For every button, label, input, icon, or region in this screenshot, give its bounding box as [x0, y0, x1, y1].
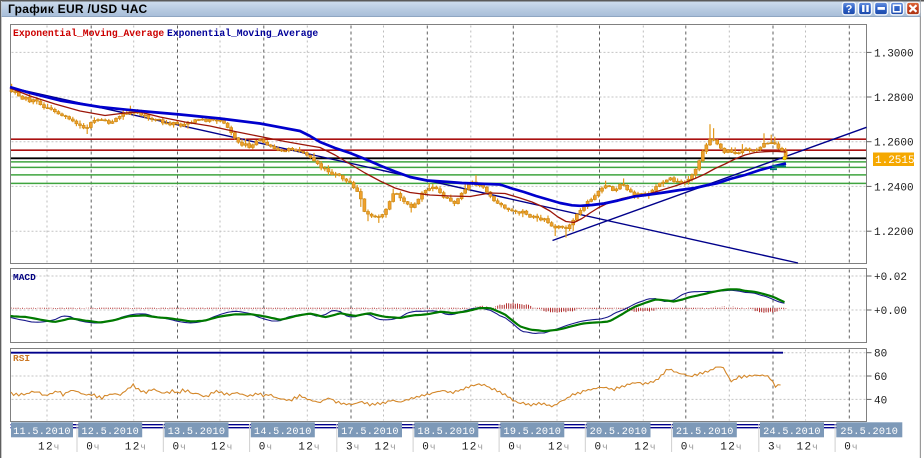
svg-text:ч: ч: [776, 442, 782, 453]
svg-text:19.5.2010: 19.5.2010: [503, 427, 561, 438]
svg-text:24.5.2010: 24.5.2010: [763, 427, 821, 438]
svg-text:ч: ч: [390, 442, 396, 453]
svg-text:ч: ч: [602, 442, 608, 453]
svg-text:14.5.2010: 14.5.2010: [254, 427, 312, 438]
svg-text:12: 12: [298, 442, 314, 454]
svg-text:0: 0: [844, 442, 852, 454]
svg-text:0: 0: [259, 442, 267, 454]
svg-text:12: 12: [548, 442, 564, 454]
svg-text:60: 60: [874, 372, 887, 384]
svg-text:3: 3: [346, 442, 354, 454]
svg-text:1.2200: 1.2200: [874, 227, 914, 239]
svg-text:Exponential_Moving_Average: Exponential_Moving_Average: [13, 28, 164, 39]
svg-text:12: 12: [125, 442, 141, 454]
svg-text:12: 12: [211, 442, 227, 454]
svg-text:ч: ч: [736, 442, 742, 453]
svg-text:0: 0: [172, 442, 180, 454]
svg-text:ч: ч: [688, 442, 694, 453]
svg-text:12: 12: [374, 442, 390, 454]
svg-text:MACD: MACD: [13, 272, 36, 283]
svg-text:0: 0: [508, 442, 516, 454]
svg-text:ч: ч: [266, 442, 272, 453]
svg-text:ч: ч: [227, 442, 233, 453]
svg-text:40: 40: [874, 395, 887, 407]
svg-text:ч: ч: [477, 442, 483, 453]
svg-text:11.5.2010: 11.5.2010: [13, 427, 71, 438]
svg-text:0: 0: [86, 442, 94, 454]
svg-text:12: 12: [462, 442, 478, 454]
svg-text:18.5.2010: 18.5.2010: [417, 427, 475, 438]
svg-text:12: 12: [720, 442, 736, 454]
svg-text:+0.00: +0.00: [874, 306, 907, 318]
svg-text:1.2800: 1.2800: [874, 93, 914, 105]
svg-text:1.3000: 1.3000: [874, 48, 914, 60]
svg-text:ч: ч: [430, 442, 436, 453]
svg-text:1.2515: 1.2515: [875, 155, 915, 167]
svg-text:+0.02: +0.02: [874, 272, 907, 284]
svg-text:0: 0: [422, 442, 430, 454]
svg-text:12: 12: [634, 442, 650, 454]
svg-text:ч: ч: [314, 442, 320, 453]
svg-text:ч: ч: [94, 442, 100, 453]
svg-text:RSI: RSI: [13, 353, 30, 364]
svg-text:0: 0: [681, 442, 689, 454]
svg-text:ч: ч: [650, 442, 656, 453]
svg-text:20.5.2010: 20.5.2010: [590, 427, 648, 438]
svg-text:25.5.2010: 25.5.2010: [840, 427, 898, 438]
svg-text:0: 0: [594, 442, 602, 454]
svg-text:График EUR /USD ЧАС: График EUR /USD ЧАС: [8, 2, 147, 16]
svg-text:ч: ч: [140, 442, 146, 453]
svg-text:ч: ч: [852, 442, 858, 453]
svg-text:3: 3: [768, 442, 776, 454]
svg-text:17.5.2010: 17.5.2010: [341, 427, 399, 438]
svg-text:ч: ч: [812, 442, 818, 453]
svg-text:ч: ч: [354, 442, 360, 453]
svg-text:80: 80: [874, 349, 887, 361]
svg-text:13.5.2010: 13.5.2010: [168, 427, 226, 438]
svg-text:1.2400: 1.2400: [874, 182, 914, 194]
svg-text:12: 12: [796, 442, 812, 454]
svg-text:21.5.2010: 21.5.2010: [676, 427, 734, 438]
svg-text:12.5.2010: 12.5.2010: [81, 427, 139, 438]
svg-text:?: ?: [846, 4, 853, 16]
svg-text:ч: ч: [54, 442, 60, 453]
svg-text:1.2600: 1.2600: [874, 138, 914, 150]
svg-text:12: 12: [38, 442, 54, 454]
svg-text:ч: ч: [564, 442, 570, 453]
svg-text:ч: ч: [180, 442, 186, 453]
svg-text:Exponential_Moving_Average: Exponential_Moving_Average: [167, 28, 318, 39]
svg-text:ч: ч: [516, 442, 522, 453]
